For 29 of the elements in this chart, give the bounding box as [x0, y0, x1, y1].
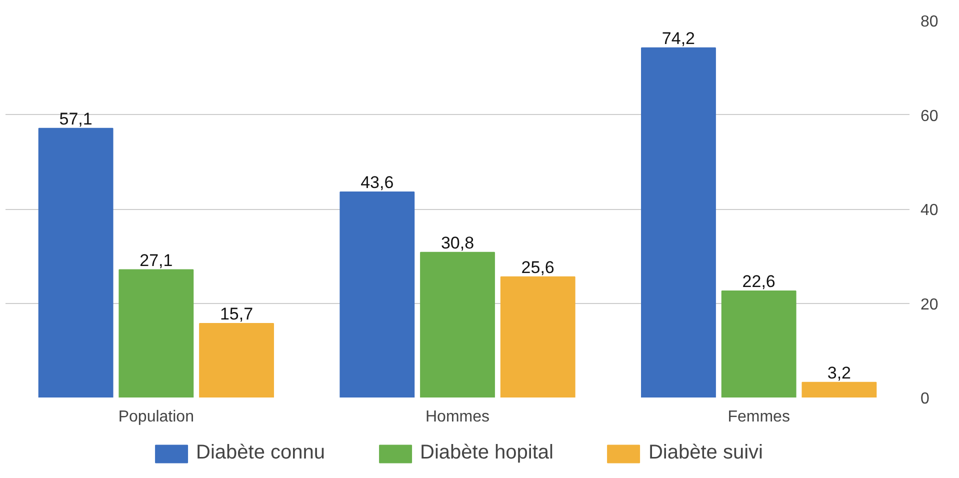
x-tick-label: Hommes [425, 408, 490, 426]
data-label: 30,8 [440, 233, 474, 252]
data-label: 25,6 [521, 258, 554, 277]
legend-label: Diabète hopital [420, 442, 554, 464]
data-label: 74,2 [662, 28, 696, 48]
y-tick-label: 40 [920, 202, 938, 219]
bar [802, 382, 877, 398]
data-label: 3,2 [827, 363, 852, 382]
bar [641, 47, 716, 398]
bar [118, 269, 194, 398]
bar [340, 192, 415, 398]
bar [500, 276, 576, 398]
bar [420, 252, 495, 398]
x-tick-label: Femmes [728, 408, 790, 426]
data-label: 22,6 [742, 272, 776, 291]
data-label: 57,1 [59, 109, 92, 128]
data-label: 27,1 [140, 250, 173, 270]
bar [199, 323, 274, 398]
y-tick-label: 20 [920, 296, 938, 314]
data-label: 15,7 [220, 304, 254, 324]
data-label: 43,6 [360, 173, 394, 192]
y-tick-label: 0 [920, 390, 930, 408]
y-tick-label: 80 [920, 14, 938, 30]
legend-label: Diabète suivi [648, 442, 763, 464]
bar [38, 128, 114, 398]
legend-label: Diabète connu [196, 442, 326, 464]
bar [721, 290, 796, 398]
x-tick-label: Population [118, 408, 194, 426]
y-tick-label: 60 [920, 108, 938, 125]
